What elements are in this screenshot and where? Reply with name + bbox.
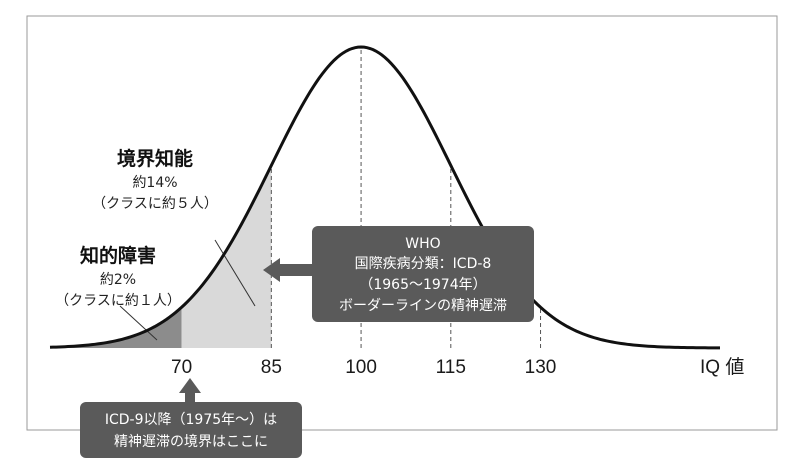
who-line-4: ボーダーラインの精神遅滞: [339, 298, 507, 314]
who-line-2: 国際疾病分類：ICD-8: [355, 256, 492, 272]
who-callout: WHO 国際疾病分類：ICD-8 （1965～1974年） ボーダーラインの精神…: [312, 226, 534, 322]
who-line-1: WHO: [405, 236, 440, 252]
disability-leader-line: [119, 305, 158, 341]
disability-percent: 約2%: [100, 272, 136, 288]
x-tick-label-130: 130: [525, 357, 557, 378]
who-line-3: （1965～1974年）: [359, 277, 486, 293]
normal-curve: [49, 45, 721, 350]
x-tick-label-85: 85: [261, 357, 282, 378]
x-tick-label-100: 100: [345, 357, 377, 378]
x-tick-label-115: 115: [436, 357, 466, 378]
disability-class-count: （クラスに約１人）: [55, 293, 181, 309]
borderline-percent: 約14%: [132, 175, 177, 191]
icd9-callout: ICD-9以降（1975年～）は 精神遅滞の境界はここに: [80, 402, 302, 458]
shade-intellectual-disability: [50, 307, 182, 348]
borderline-title: 境界知能: [117, 147, 193, 170]
icd9-arrow-icon: [179, 378, 201, 402]
chart-frame: [26, 15, 778, 431]
x-tick-label-70: 70: [171, 357, 192, 378]
x-axis-label: IQ 値: [700, 356, 744, 378]
icd9-line-2: 精神遅滞の境界はここに: [114, 434, 268, 450]
disability-title: 知的障害: [80, 244, 156, 267]
who-arrow-icon: [263, 258, 312, 282]
icd9-line-1: ICD-9以降（1975年～）は: [105, 412, 277, 428]
borderline-class-count: （クラスに約５人）: [92, 196, 218, 212]
borderline-leader-line: [214, 239, 256, 307]
